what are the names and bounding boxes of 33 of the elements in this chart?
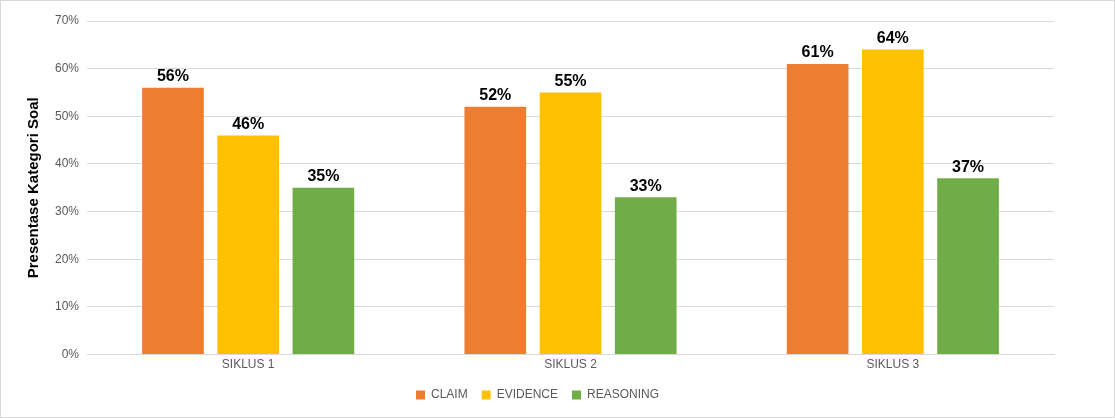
y-axis-title: Presentase Kategori Soal (24, 97, 42, 279)
y-tick-label: 30% (54, 203, 80, 218)
bar (614, 197, 677, 355)
y-tick-label: 50% (54, 108, 80, 123)
data-label: 64% (876, 29, 909, 46)
bar (862, 49, 924, 355)
data-label: 55% (554, 71, 587, 89)
y-tick-label: 70% (54, 13, 80, 28)
bar (539, 92, 602, 355)
x-tick-label: SIKLUS 3 (866, 357, 920, 372)
legend-label: CLAIM (430, 387, 468, 402)
y-tick-label: 0% (61, 346, 80, 361)
bar (217, 135, 280, 355)
bar (937, 178, 999, 355)
x-tick-label: SIKLUS 2 (544, 357, 598, 372)
y-tick-label: 60% (54, 60, 80, 75)
data-label: 46% (232, 114, 265, 132)
data-label: 37% (952, 157, 985, 175)
data-label: 35% (307, 167, 340, 185)
bar (786, 63, 849, 355)
bar (292, 187, 355, 355)
data-label: 52% (479, 86, 512, 104)
data-label: 61% (801, 43, 834, 61)
x-tick-label: SIKLUS 1 (221, 357, 275, 372)
legend-label: EVIDENCE (496, 387, 559, 402)
y-tick-label: 10% (54, 299, 80, 314)
y-tick-label: 20% (54, 251, 80, 266)
y-tick-label: 40% (54, 156, 80, 171)
bar (142, 87, 204, 355)
data-label: 56% (156, 67, 189, 85)
bar (464, 106, 527, 355)
legend-label: REASONING (587, 387, 660, 402)
data-label: 33% (629, 176, 662, 194)
